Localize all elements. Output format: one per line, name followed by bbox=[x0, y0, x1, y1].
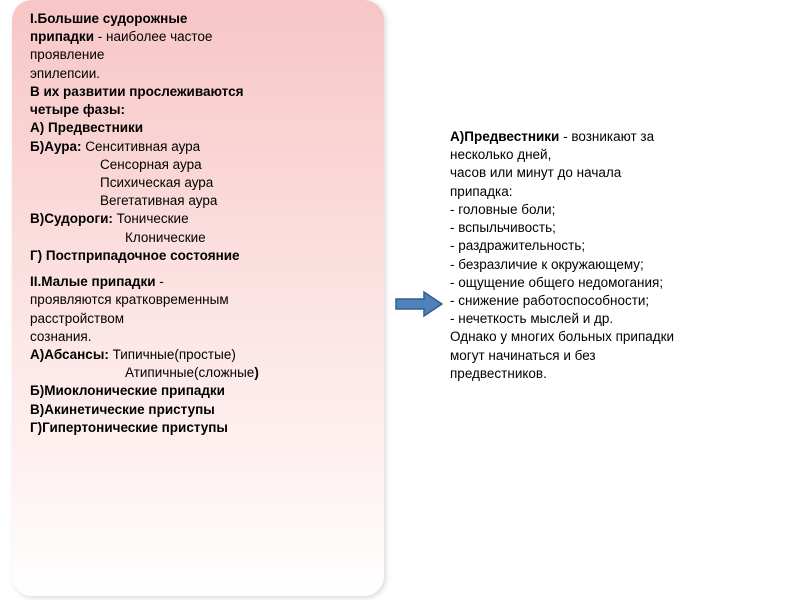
left-card: I.Большие судорожные припадки - наиболее… bbox=[12, 0, 384, 596]
text-bold: припадки bbox=[30, 29, 94, 44]
line: несколько дней, bbox=[450, 146, 790, 164]
text: Типичные(простые) bbox=[109, 347, 236, 362]
line: сознания. bbox=[30, 328, 366, 346]
text: Тонические bbox=[113, 211, 189, 226]
text: - наиболее частое bbox=[94, 29, 212, 44]
line-bold: Г) Постприпадочное состояние bbox=[30, 247, 366, 265]
text-bold: ) bbox=[254, 365, 259, 380]
line: могут начинаться и без bbox=[450, 347, 790, 365]
line-bold: В их развитии прослеживаются bbox=[30, 83, 366, 101]
line: Однако у многих больных припадки bbox=[450, 328, 790, 346]
text-bold: А)Предвестники bbox=[450, 129, 559, 144]
line-indent: Клонические bbox=[30, 229, 366, 247]
line: II.Малые припадки - bbox=[30, 273, 366, 291]
text-bold: Б)Аура: bbox=[30, 139, 82, 154]
line: А)Абсансы: Типичные(простые) bbox=[30, 346, 366, 364]
line: проявляются кратковременным bbox=[30, 291, 366, 309]
line: предвестников. bbox=[450, 365, 790, 383]
line: Б)Аура: Сенситивная аура bbox=[30, 138, 366, 156]
line: - снижение работоспособности; bbox=[450, 292, 790, 310]
line: - раздражительность; bbox=[450, 237, 790, 255]
line-indent: Сенсорная аура bbox=[30, 156, 366, 174]
text-bold: В)Судороги: bbox=[30, 211, 113, 226]
text: - возникают за bbox=[559, 129, 654, 144]
line-bold: Г)Гипертонические приступы bbox=[30, 419, 366, 437]
right-block: А)Предвестники - возникают за несколько … bbox=[450, 128, 790, 383]
line: - головные боли; bbox=[450, 201, 790, 219]
text-bold: А)Абсансы: bbox=[30, 347, 109, 362]
line: припадки - наиболее частое bbox=[30, 28, 366, 46]
arrow-icon bbox=[394, 290, 444, 318]
line: проявление bbox=[30, 46, 366, 64]
line: А)Предвестники - возникают за bbox=[450, 128, 790, 146]
line: расстройством bbox=[30, 310, 366, 328]
line-bold: В)Акинетические приступы bbox=[30, 401, 366, 419]
line-indent: Атипичные(сложные) bbox=[30, 364, 366, 382]
text: Атипичные(сложные bbox=[125, 365, 254, 380]
line-indent: Вегетативная аура bbox=[30, 192, 366, 210]
line-indent: Психическая аура bbox=[30, 174, 366, 192]
text-bold: II.Малые припадки bbox=[30, 274, 156, 289]
line: - нечеткость мыслей и др. bbox=[450, 310, 790, 328]
line: - ощущение общего недомогания; bbox=[450, 274, 790, 292]
line-bold: четыре фазы: bbox=[30, 101, 366, 119]
line-bold: Б)Миоклонические припадки bbox=[30, 382, 366, 400]
line: часов или минут до начала bbox=[450, 164, 790, 182]
text-bold: I.Большие судорожные bbox=[30, 11, 187, 26]
line: I.Большие судорожные bbox=[30, 10, 366, 28]
line: В)Судороги: Тонические bbox=[30, 210, 366, 228]
text: - bbox=[156, 274, 164, 289]
line-bold: А) Предвестники bbox=[30, 119, 366, 137]
text: Сенситивная аура bbox=[82, 139, 201, 154]
line: припадка: bbox=[450, 183, 790, 201]
line: эпилепсии. bbox=[30, 65, 366, 83]
line: - безразличие к окружающему; bbox=[450, 256, 790, 274]
line: - вспыльчивость; bbox=[450, 219, 790, 237]
